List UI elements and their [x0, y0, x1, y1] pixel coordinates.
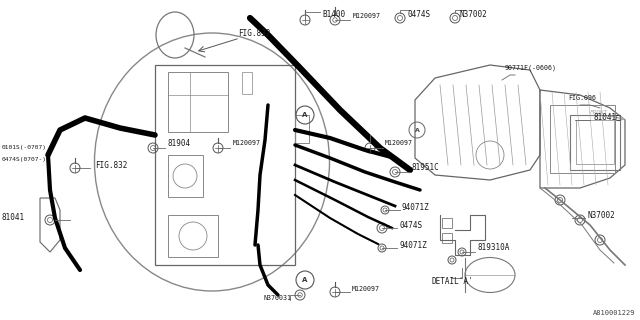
Bar	[295, 115, 309, 143]
Bar	[442, 218, 452, 228]
Text: 0101S(-0707): 0101S(-0707)	[2, 146, 47, 150]
Bar	[168, 72, 228, 132]
Bar	[242, 72, 252, 94]
Text: 0474S: 0474S	[408, 10, 431, 19]
Text: 81904: 81904	[168, 139, 191, 148]
Text: 0474S: 0474S	[399, 220, 422, 229]
Text: 819310A: 819310A	[477, 244, 509, 252]
Text: A: A	[302, 112, 308, 118]
Text: FIG.832: FIG.832	[238, 28, 270, 37]
Text: 81951C: 81951C	[412, 164, 440, 172]
Text: FIG.096: FIG.096	[568, 95, 596, 101]
Text: FRONT: FRONT	[590, 109, 608, 115]
Text: FIG.832: FIG.832	[95, 161, 127, 170]
Text: M120097: M120097	[385, 140, 413, 146]
Bar	[550, 105, 615, 173]
Text: M120097: M120097	[352, 286, 380, 292]
Bar	[570, 115, 620, 170]
Text: N370031: N370031	[264, 295, 292, 301]
Text: A: A	[302, 277, 308, 283]
Bar	[168, 215, 218, 257]
Bar	[168, 155, 203, 197]
Bar	[442, 233, 452, 243]
Text: B1400: B1400	[322, 10, 345, 19]
Text: 94071Z: 94071Z	[402, 203, 429, 212]
Text: DETAIL'A': DETAIL'A'	[432, 277, 474, 286]
Text: N37002: N37002	[460, 10, 488, 19]
Text: M120097: M120097	[233, 140, 261, 146]
Text: 81041: 81041	[2, 213, 25, 222]
Text: 94071Z: 94071Z	[399, 241, 427, 250]
Bar	[155, 65, 295, 265]
Text: 0474S(0707-): 0474S(0707-)	[2, 157, 47, 163]
Text: M120097: M120097	[353, 13, 381, 19]
Text: A: A	[415, 127, 419, 132]
Text: A810001229: A810001229	[593, 310, 635, 316]
Bar	[576, 120, 614, 164]
Text: N37002: N37002	[588, 211, 616, 220]
Text: 81041□: 81041□	[593, 113, 621, 122]
Text: 90771F(-0606): 90771F(-0606)	[505, 65, 557, 71]
